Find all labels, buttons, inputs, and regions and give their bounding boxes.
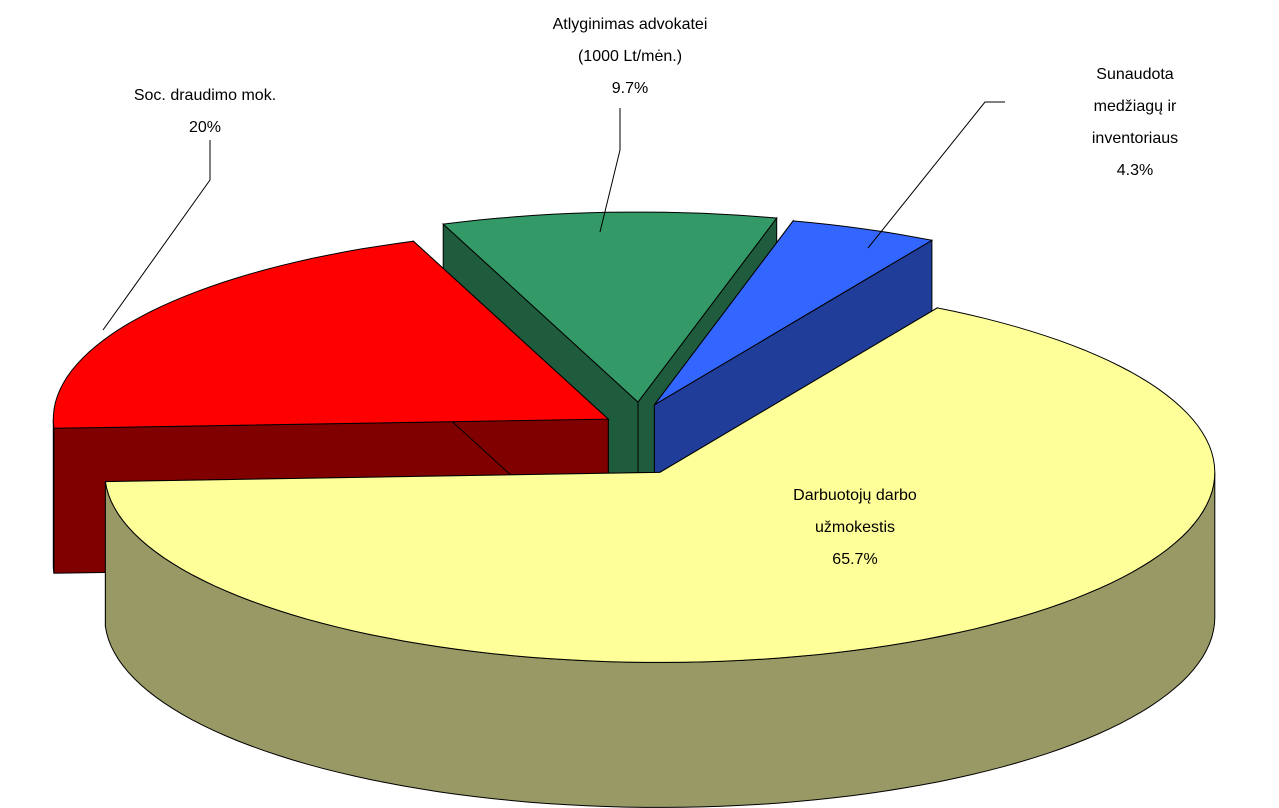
slice-value: 4.3% [1116,162,1154,179]
leader-line [867,101,1005,249]
slice-top [104,307,1216,663]
slice [104,307,1216,808]
slice-value: 65.7% [832,551,878,568]
data-label: Soc. draudimo mok. 20% [134,80,276,144]
slice-name: Soc. draudimo mok. [133,87,277,104]
slice-value: 9.7% [611,80,649,97]
slice-wall [52,419,55,574]
slice-top [654,220,934,406]
slice-value: 20% [188,119,222,136]
leader-line [102,140,211,331]
slice-top [442,211,778,403]
slice-name: Sunaudota medžiagų ir inventoriaus [1091,66,1179,147]
slice-top [52,240,610,429]
data-label: Atlyginimas advokatei (1000 Lt/mėn.) 9.7% [553,9,708,105]
slice-name: Darbuotojų darbo užmokestis [793,487,917,536]
slice-name: Atlyginimas advokatei (1000 Lt/mėn.) [552,16,708,65]
data-label: Darbuotojų darbo užmokestis 65.7% [793,480,917,576]
data-label: Sunaudota medžiagų ir inventoriaus 4.3% [1063,59,1207,187]
leader-line [599,108,621,233]
